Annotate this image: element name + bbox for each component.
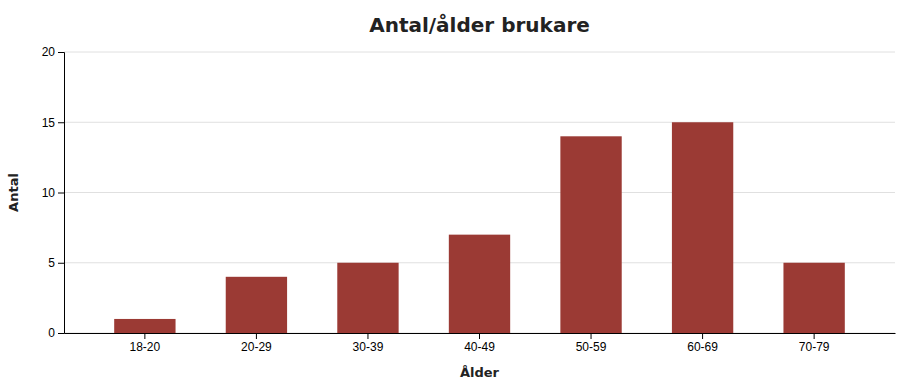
y-tick-mark xyxy=(58,122,64,123)
bar xyxy=(337,263,398,333)
x-tick-label: 40-49 xyxy=(464,340,495,354)
x-tick-mark xyxy=(256,333,257,339)
x-tick: 70-79 xyxy=(799,333,830,354)
bar xyxy=(449,235,510,333)
y-tick: 0 xyxy=(48,326,64,340)
y-axis-line xyxy=(58,53,65,334)
y-tick: 15 xyxy=(42,116,64,130)
x-axis-title: Ålder xyxy=(460,365,500,380)
grid-line xyxy=(64,192,895,193)
y-tick-label: 20 xyxy=(42,45,56,59)
y-tick-mark xyxy=(58,52,64,53)
x-tick-label: 18-20 xyxy=(130,340,161,354)
bar xyxy=(783,263,844,333)
grid-line xyxy=(64,122,895,123)
chart: 18-20 20-29 30-39 40-49 50-59 60-69 70-79 0 5 10 1… xyxy=(0,0,919,391)
x-tick: 20-29 xyxy=(241,333,272,354)
y-tick-mark xyxy=(58,193,64,194)
bar xyxy=(114,319,175,333)
x-tick-mark xyxy=(591,333,592,339)
y-tick: 5 xyxy=(48,256,64,270)
title: Antal/ålder brukare xyxy=(369,13,590,37)
y-tick-label: 0 xyxy=(48,326,55,340)
y-tick-label: 15 xyxy=(42,116,56,130)
x-tick-label: 60-69 xyxy=(687,340,718,354)
x-tick-mark xyxy=(479,333,480,339)
y-axis: 0 5 10 15 20 xyxy=(42,45,65,340)
x-tick-label: 70-79 xyxy=(799,340,830,354)
x-tick: 60-69 xyxy=(687,333,718,354)
chart-container: 18-20 20-29 30-39 40-49 50-59 60-69 70-79 0 5 10 1… xyxy=(0,0,919,391)
y-tick-label: 10 xyxy=(42,186,56,200)
x-tick-label: 30-39 xyxy=(353,340,384,354)
x-tick: 40-49 xyxy=(464,333,495,354)
y-tick: 20 xyxy=(42,45,64,59)
x-tick: 50-59 xyxy=(576,333,607,354)
plot: 18-20 20-29 30-39 40-49 50-59 60-69 70-79 0 5 10 1… xyxy=(42,45,896,353)
x-tick-label: 50-59 xyxy=(576,340,607,354)
x-tick-mark xyxy=(814,333,815,339)
bar xyxy=(560,136,621,333)
y-tick-label: 5 xyxy=(48,256,55,270)
x-tick: 30-39 xyxy=(353,333,384,354)
x-tick-label: 20-29 xyxy=(241,340,272,354)
bar xyxy=(672,122,733,333)
y-tick-mark xyxy=(58,333,64,334)
bar xyxy=(226,277,287,333)
x-tick: 18-20 xyxy=(130,333,161,354)
x-axis: 18-20 20-29 30-39 40-49 50-59 60-69 70-79 xyxy=(65,333,896,354)
y-axis-title: Antal xyxy=(6,173,21,212)
bars xyxy=(114,122,845,333)
grid xyxy=(64,52,895,333)
grid-line xyxy=(64,52,895,53)
y-tick: 10 xyxy=(42,186,64,200)
x-tick-mark xyxy=(367,333,368,339)
y-tick-mark xyxy=(58,263,64,264)
x-tick-mark xyxy=(702,333,703,339)
x-tick-mark xyxy=(144,333,145,339)
